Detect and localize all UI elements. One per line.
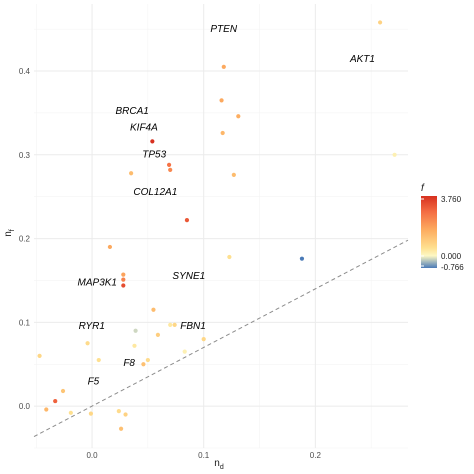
data-point bbox=[182, 349, 187, 354]
data-point bbox=[121, 272, 126, 277]
data-point bbox=[299, 256, 305, 261]
data-point bbox=[168, 167, 173, 172]
x-axis-title: nd bbox=[214, 458, 224, 471]
data-point bbox=[221, 64, 226, 69]
data-point bbox=[53, 398, 58, 404]
legend-colorbar bbox=[421, 196, 437, 268]
reference-line bbox=[33, 239, 409, 438]
data-point bbox=[220, 130, 225, 136]
x-tick-label: 0.1 bbox=[198, 451, 210, 460]
data-point bbox=[116, 409, 121, 414]
data-point bbox=[231, 172, 236, 177]
data-point bbox=[96, 357, 101, 363]
data-point bbox=[37, 353, 42, 358]
gene-label: PTEN bbox=[210, 24, 237, 35]
data-point bbox=[150, 139, 155, 144]
data-points bbox=[37, 20, 397, 431]
data-point bbox=[123, 412, 128, 417]
gene-label: MAP3K1 bbox=[78, 278, 117, 289]
data-point bbox=[107, 244, 113, 250]
y-axis-title: nf bbox=[3, 229, 16, 237]
data-point bbox=[85, 341, 90, 346]
y-tick-label: 0.1 bbox=[19, 318, 31, 327]
legend-title: f bbox=[421, 183, 425, 194]
data-point bbox=[166, 162, 172, 167]
x-tick-label: 0.0 bbox=[86, 451, 98, 460]
data-point bbox=[68, 410, 73, 415]
gene-label: KIF4A bbox=[130, 123, 158, 134]
data-point bbox=[184, 218, 190, 223]
data-point bbox=[392, 152, 397, 157]
data-point bbox=[168, 322, 173, 327]
legend-label-max: 3.760 bbox=[441, 195, 462, 204]
data-point bbox=[121, 283, 126, 288]
data-point bbox=[201, 336, 206, 342]
data-point bbox=[151, 307, 156, 312]
data-point bbox=[121, 277, 126, 282]
x-tick-label: 0.2 bbox=[310, 451, 322, 460]
data-point bbox=[60, 388, 66, 394]
gene-label: COL12A1 bbox=[133, 187, 177, 198]
data-point bbox=[118, 426, 124, 431]
data-point bbox=[236, 114, 241, 119]
data-point bbox=[44, 407, 49, 412]
color-legend: f 3.760 0.000 -0.766 bbox=[421, 183, 464, 272]
data-point bbox=[227, 254, 232, 260]
gene-label: BRCA1 bbox=[115, 106, 148, 117]
data-point bbox=[172, 322, 177, 327]
gene-label: AKT1 bbox=[349, 54, 375, 65]
legend-label-mid: 0.000 bbox=[441, 252, 462, 261]
legend-label-min: -0.766 bbox=[441, 263, 464, 272]
gene-label: SYNE1 bbox=[172, 271, 205, 282]
gene-labels: PTEN AKT1 BRCA1 KIF4A TP53 COL12A1 SYNE1 MAP3K1… bbox=[78, 24, 375, 388]
data-point bbox=[133, 328, 138, 333]
data-point bbox=[377, 20, 383, 25]
gene-label: F8 bbox=[123, 358, 135, 369]
gene-label: F5 bbox=[88, 376, 100, 387]
data-point bbox=[129, 171, 134, 176]
grid bbox=[34, 4, 408, 449]
data-point bbox=[155, 332, 161, 338]
data-point bbox=[88, 411, 94, 416]
gene-label: FBN1 bbox=[180, 321, 206, 332]
y-tick-label: 0.3 bbox=[19, 151, 31, 160]
plot-panel bbox=[34, 4, 408, 448]
data-point bbox=[141, 362, 146, 367]
gene-label: TP53 bbox=[142, 149, 166, 160]
data-point bbox=[145, 357, 150, 363]
data-point bbox=[219, 98, 224, 103]
y-tick-label: 0.0 bbox=[19, 402, 31, 411]
data-point bbox=[132, 343, 137, 348]
reference-line-group bbox=[33, 239, 409, 438]
y-tick-label: 0.4 bbox=[19, 67, 31, 76]
gene-label: RYR1 bbox=[79, 321, 105, 332]
axis-ticks: 0.0 0.1 0.2 0.0 0.1 0.2 0.3 0.4 bbox=[19, 67, 322, 460]
y-tick-label: 0.2 bbox=[19, 235, 31, 244]
